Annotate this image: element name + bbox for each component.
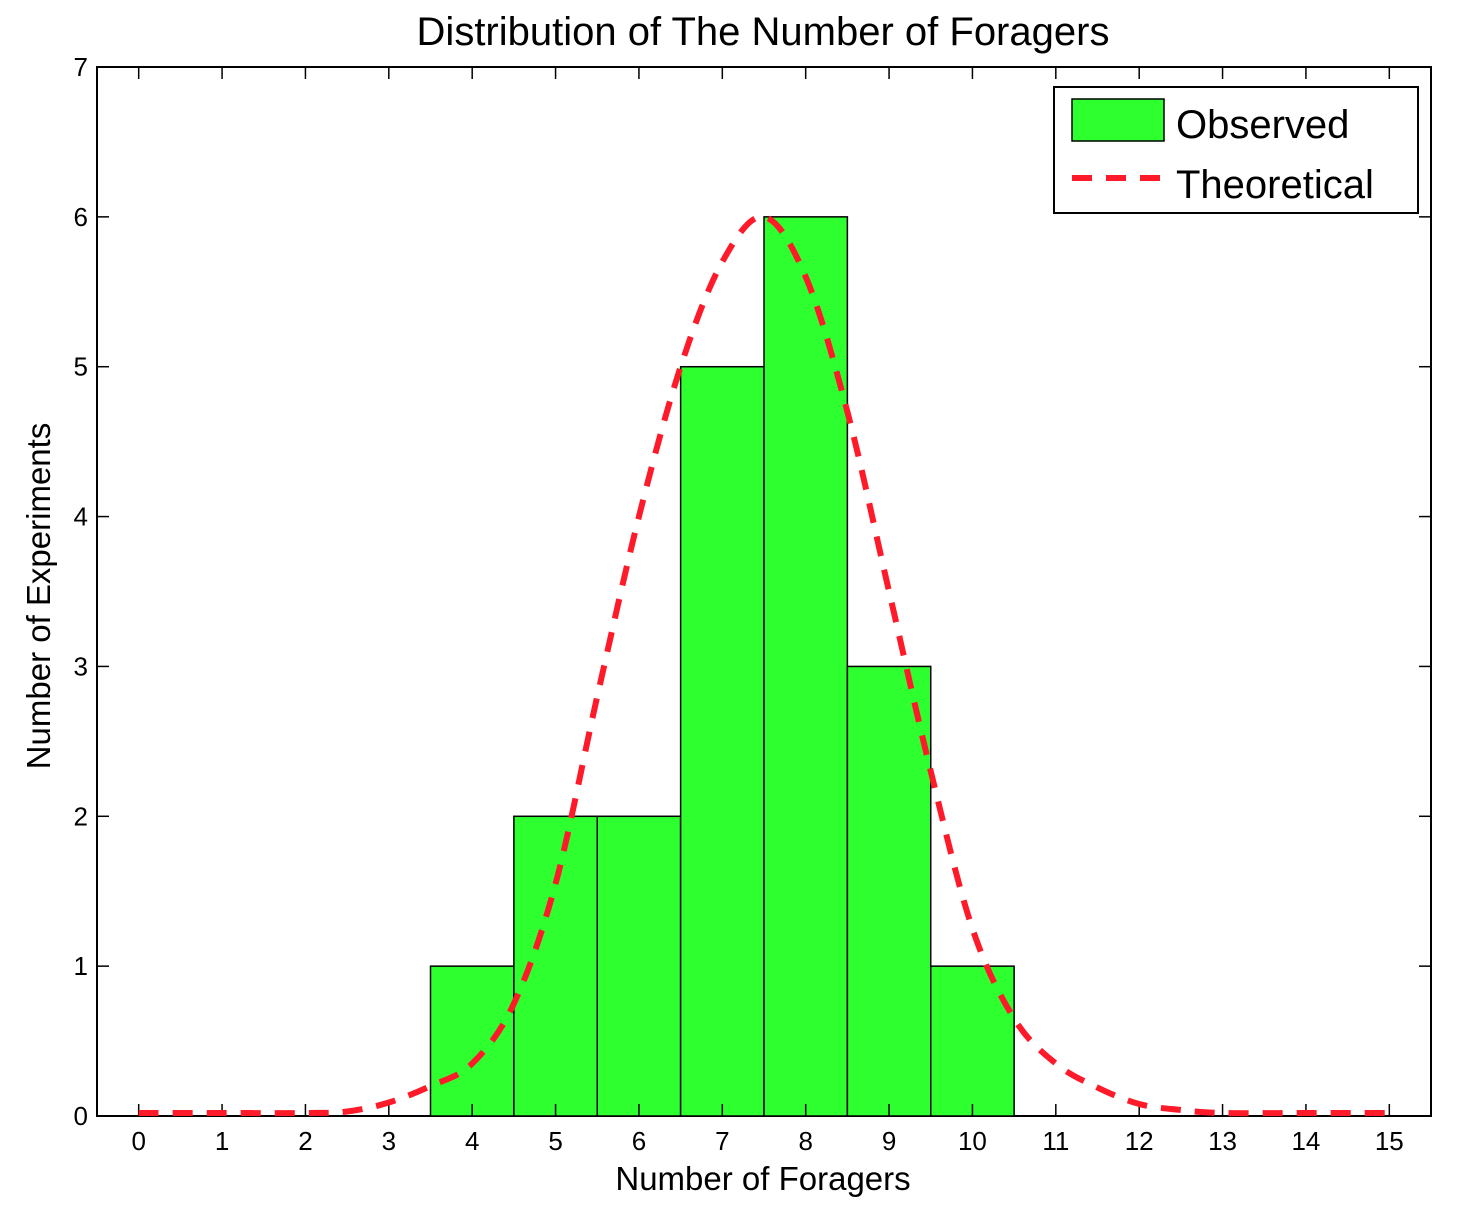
- observed-bar-9: [846, 665, 932, 1117]
- y-tick-label: 7: [74, 52, 88, 82]
- y-tick-labels: 0 1 2 3 4 5 6 7: [74, 52, 88, 1131]
- axis-ticks: [97, 66, 1431, 1117]
- x-tick-label: 4: [465, 1126, 479, 1156]
- x-tick-label: 7: [715, 1126, 729, 1156]
- legend-label-observed: Observed: [1176, 103, 1349, 147]
- x-tick-label: 9: [882, 1126, 896, 1156]
- y-tick-label: 5: [74, 352, 88, 382]
- y-tick-label: 2: [74, 801, 88, 831]
- x-tick-label: 3: [382, 1126, 396, 1156]
- y-axis-label: Number of Experiments: [20, 423, 57, 770]
- x-tick-label: 2: [298, 1126, 312, 1156]
- x-tick-label: 5: [548, 1126, 562, 1156]
- theoretical-line: [138, 213, 1390, 1117]
- x-tick-label: 10: [958, 1126, 987, 1156]
- observed-bar-6: [596, 815, 682, 1117]
- observed-bar-7: [679, 365, 765, 1117]
- y-tick-label: 3: [74, 651, 88, 681]
- x-tick-label: 11: [1042, 1126, 1069, 1156]
- observed-bar-8: [763, 216, 849, 1117]
- x-tick-label: 13: [1208, 1126, 1237, 1156]
- x-tick-label: 15: [1375, 1126, 1404, 1156]
- legend: Observed Theoretical: [1053, 86, 1419, 214]
- x-tick-label: 6: [632, 1126, 646, 1156]
- chart-title: Distribution of The Number of Foragers: [417, 10, 1110, 54]
- y-tick-label: 6: [74, 202, 88, 232]
- observed-bar-4: [429, 965, 515, 1117]
- y-tick-label: 4: [74, 502, 88, 532]
- x-tick-label: 1: [215, 1126, 229, 1156]
- y-tick-label: 1: [74, 951, 88, 981]
- legend-swatch-observed: [1071, 98, 1165, 142]
- plot-area: [96, 66, 1432, 1117]
- x-tick-label: 0: [131, 1126, 145, 1156]
- x-axis-label: Number of Foragers: [615, 1160, 910, 1197]
- observed-bars: [429, 216, 1015, 1117]
- legend-label-theoretical: Theoretical: [1176, 163, 1374, 207]
- x-tick-label: 8: [798, 1126, 812, 1156]
- x-tick-label: 14: [1291, 1126, 1320, 1156]
- x-tick-labels: 0 1 2 3 4 5 6 7 8 9 10 11 12 13 14 15: [131, 1126, 1403, 1156]
- observed-bar-10: [930, 965, 1015, 1117]
- y-tick-label: 0: [74, 1101, 88, 1131]
- x-tick-label: 12: [1125, 1126, 1154, 1156]
